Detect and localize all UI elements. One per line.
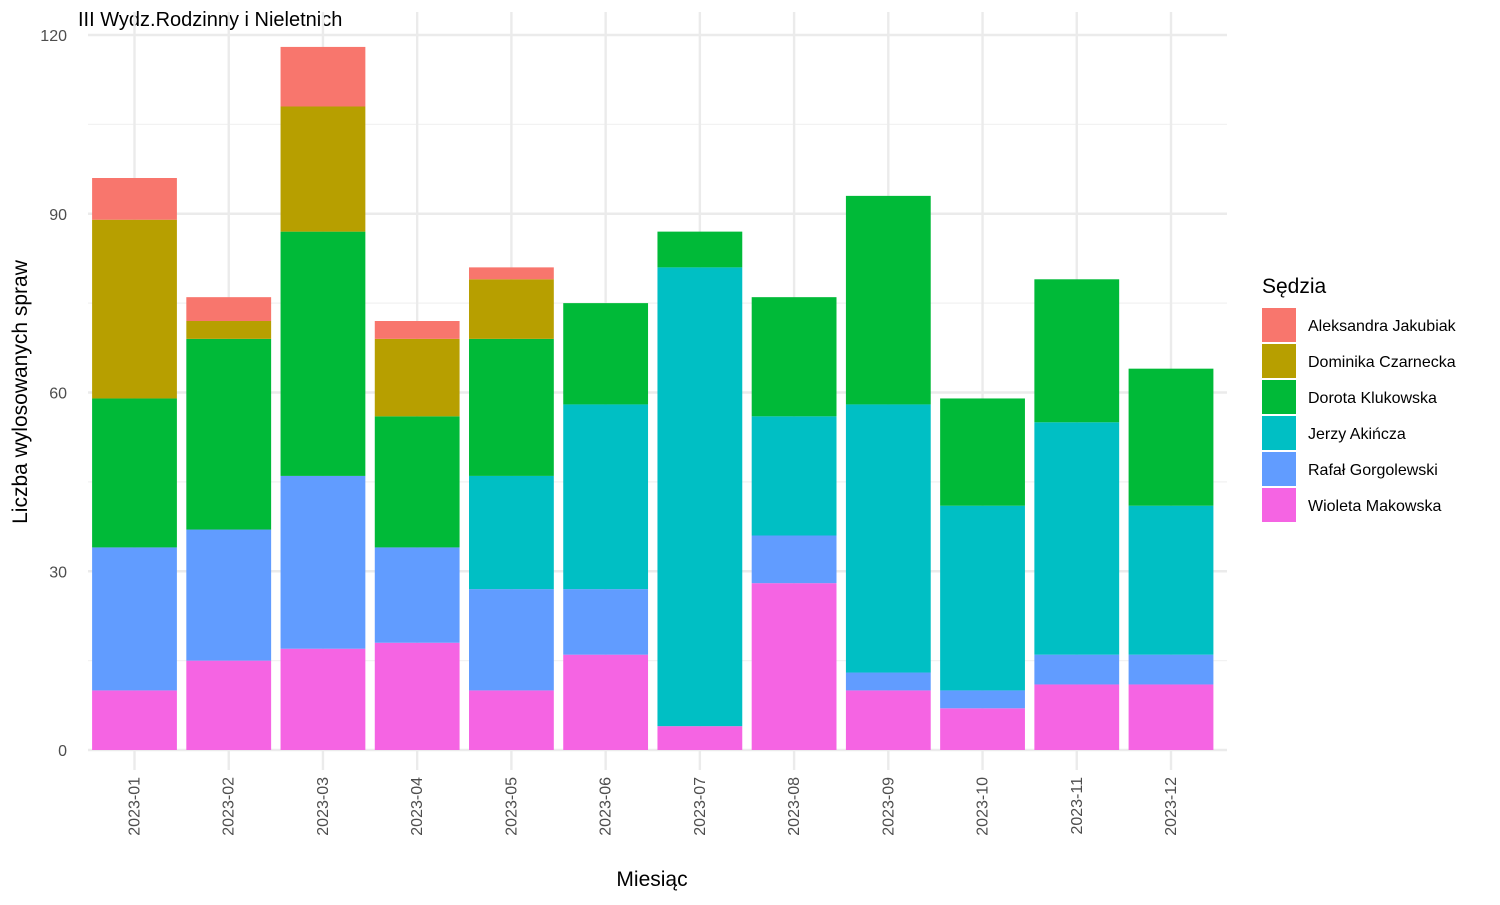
x-tick-label: 2023-09 <box>880 777 897 836</box>
legend-label: Jerzy Akińcza <box>1308 426 1406 443</box>
bar-segment <box>751 583 837 750</box>
x-tick-label: 2023-03 <box>315 777 332 836</box>
legend-label: Dominika Czarnecka <box>1308 354 1456 371</box>
x-tick-label: 2023-04 <box>409 777 426 836</box>
bar-segment <box>563 654 649 750</box>
bar-segment <box>469 475 554 590</box>
bar-segment <box>940 690 1025 709</box>
x-tick-label: 2023-07 <box>692 777 709 836</box>
bar-segment <box>186 338 272 530</box>
bar-segment <box>845 690 931 750</box>
bar-segment <box>374 321 460 339</box>
bar-segment <box>1034 684 1120 750</box>
bar-segment <box>92 398 177 548</box>
x-tick-label: 2023-08 <box>786 777 803 836</box>
bar-segment <box>657 726 743 750</box>
bar-segment <box>1034 654 1120 685</box>
legend-title: Sędzia <box>1262 275 1327 298</box>
bar-segment <box>469 589 554 691</box>
y-tick-label: 120 <box>40 28 67 45</box>
y-tick-label: 90 <box>49 207 67 224</box>
legend-label: Aleksandra Jakubiak <box>1308 318 1457 335</box>
bar-segment <box>940 505 1025 691</box>
bar-segment <box>751 535 837 584</box>
axis-ticks: 0 30 60 90 120 2023-01 2023-02 2023-03 2023-04 20… <box>40 28 1180 836</box>
bar-segment <box>92 178 177 220</box>
legend-swatch <box>1262 380 1296 414</box>
y-tick-label: 0 <box>58 743 67 760</box>
legend-swatch <box>1262 344 1296 378</box>
bar-segment <box>186 321 272 339</box>
bar-segment <box>845 195 931 405</box>
legend-label: Dorota Klukowska <box>1308 390 1437 407</box>
y-tick-label: 30 <box>49 564 67 581</box>
bar-segment <box>92 690 177 750</box>
legend-swatch <box>1262 308 1296 342</box>
bar-segment <box>1034 279 1120 423</box>
bar-segment <box>940 708 1025 750</box>
bar-segment <box>1128 654 1214 685</box>
bar-segment <box>374 416 460 548</box>
bar-segment <box>186 297 272 321</box>
bar-segment <box>751 297 837 417</box>
legend-swatch <box>1262 416 1296 450</box>
bar-segment <box>92 219 177 399</box>
bar-segment <box>469 279 554 339</box>
bar-segment <box>92 547 177 691</box>
bar-segment <box>845 672 931 691</box>
bar-segment <box>1128 368 1214 506</box>
legend-label: Rafał Gorgolewski <box>1308 462 1438 479</box>
bar-segment <box>563 303 649 405</box>
legend-swatch <box>1262 452 1296 486</box>
bar-segment <box>280 46 366 107</box>
bar-segment <box>1034 422 1120 655</box>
bar-segment <box>374 547 460 643</box>
bar-segment <box>657 231 743 268</box>
bar-segment <box>469 338 554 476</box>
bar-segment <box>280 475 366 649</box>
legend-swatch <box>1262 488 1296 522</box>
bars <box>92 46 1214 750</box>
bar-segment <box>563 589 649 655</box>
bar-segment <box>280 106 366 232</box>
bar-segment <box>374 642 460 750</box>
bar-segment <box>469 267 554 280</box>
bar-segment <box>657 267 743 727</box>
legend-label: Wioleta Makowska <box>1308 498 1441 515</box>
bar-segment <box>374 338 460 417</box>
x-axis-label: Miesiąc <box>616 868 687 891</box>
bar-segment <box>280 231 366 476</box>
bar-segment <box>280 648 366 750</box>
x-tick-label: 2023-12 <box>1163 777 1180 836</box>
bar-segment <box>563 404 649 590</box>
x-tick-label: 2023-10 <box>975 777 992 836</box>
bar-segment <box>469 690 554 750</box>
bar-segment <box>751 416 837 536</box>
y-axis-label: Liczba wylosowanych spraw <box>9 259 32 524</box>
bar-segment <box>186 660 272 750</box>
bar-segment <box>1128 505 1214 655</box>
bar-segment <box>940 398 1025 506</box>
x-tick-label: 2023-11 <box>1069 777 1086 835</box>
x-tick-label: 2023-02 <box>221 777 238 836</box>
x-tick-label: 2023-05 <box>503 777 520 836</box>
x-tick-label: 2023-06 <box>598 777 615 836</box>
y-tick-label: 60 <box>49 386 67 403</box>
x-tick-label: 2023-01 <box>127 777 144 836</box>
chart-title: III Wydz.Rodzinny i Nieletnich <box>78 9 342 31</box>
bar-segment <box>845 404 931 673</box>
bar-segment <box>186 529 272 661</box>
bar-segment <box>1128 684 1214 750</box>
legend: Aleksandra Jakubiak Dominika Czarnecka Dor… <box>1262 308 1457 522</box>
